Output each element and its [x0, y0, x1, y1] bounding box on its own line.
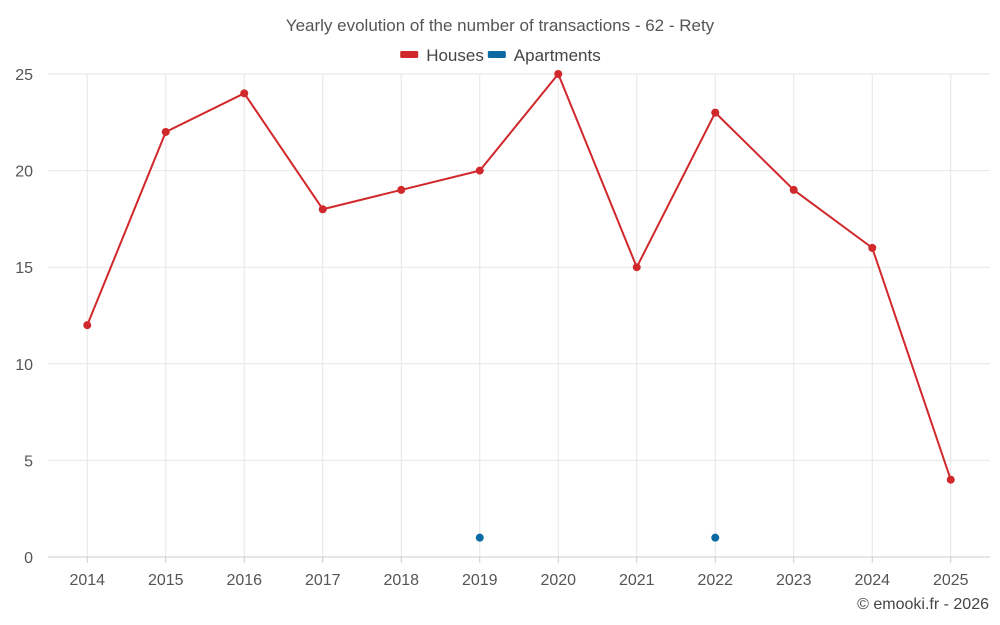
series-houses	[83, 70, 955, 484]
series-apartments	[475, 533, 720, 542]
y-tick-label: 5	[24, 453, 33, 470]
legend-item-apartments[interactable]: Apartments	[487, 46, 601, 65]
x-tick-label: 2023	[776, 572, 812, 589]
data-point-apartments[interactable]	[711, 533, 720, 542]
y-tick-label: 0	[24, 550, 33, 567]
grid	[48, 73, 990, 557]
legend-swatch	[487, 51, 506, 58]
series	[83, 70, 955, 542]
data-point-houses[interactable]	[868, 243, 877, 252]
y-tick-label: 15	[15, 260, 33, 277]
x-tick-label: 2016	[226, 572, 262, 589]
data-point-houses[interactable]	[789, 185, 798, 194]
x-tick-label: 2020	[540, 572, 576, 589]
data-point-houses[interactable]	[83, 321, 92, 330]
chart-title: Yearly evolution of the number of transa…	[286, 16, 715, 35]
credit-text: © emooki.fr - 2026	[857, 596, 989, 613]
y-tick-label: 25	[15, 67, 33, 84]
x-tick-label: 2022	[697, 572, 733, 589]
x-tick-label: 2017	[305, 572, 341, 589]
data-point-apartments[interactable]	[475, 533, 484, 542]
x-tick-label: 2019	[462, 572, 498, 589]
data-point-houses[interactable]	[475, 166, 484, 175]
legend-label: Apartments	[514, 46, 601, 65]
series-line-houses	[86, 73, 952, 481]
data-point-houses[interactable]	[946, 475, 955, 484]
data-point-houses[interactable]	[711, 108, 720, 117]
x-tick-label: 2025	[933, 572, 969, 589]
data-point-houses[interactable]	[554, 70, 563, 78]
data-point-houses[interactable]	[318, 205, 327, 214]
data-point-houses[interactable]	[397, 185, 406, 194]
x-tick-label: 2015	[148, 572, 184, 589]
data-point-houses[interactable]	[632, 263, 641, 272]
legend-item-houses[interactable]: Houses	[400, 46, 484, 65]
data-point-houses[interactable]	[240, 89, 249, 98]
x-tick-label: 2021	[619, 572, 655, 589]
data-point-houses[interactable]	[161, 127, 170, 136]
x-tick-label: 2024	[854, 572, 890, 589]
x-tick-label: 2018	[383, 572, 419, 589]
legend: Houses Apartments	[400, 46, 601, 65]
y-tick-label: 10	[15, 357, 33, 374]
legend-label: Houses	[426, 46, 484, 65]
x-tick-label: 2014	[69, 572, 105, 589]
legend-swatch	[400, 51, 419, 58]
y-tick-label: 20	[15, 164, 33, 181]
